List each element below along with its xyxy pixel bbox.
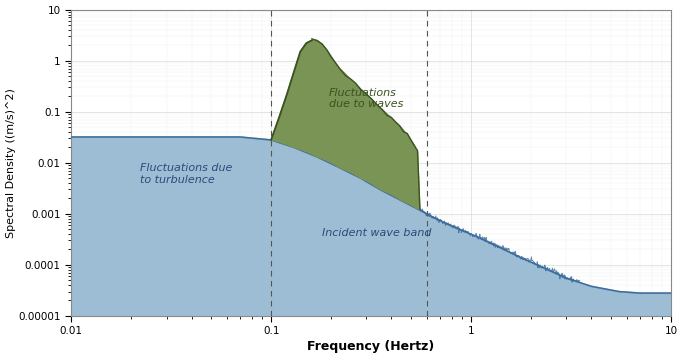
Text: Incident wave band: Incident wave band (322, 228, 432, 238)
X-axis label: Frequency (Hertz): Frequency (Hertz) (307, 340, 434, 354)
Polygon shape (271, 40, 420, 210)
Text: Fluctuations
due to waves: Fluctuations due to waves (329, 88, 404, 109)
Y-axis label: Spectral Density ((m/s)^2): Spectral Density ((m/s)^2) (5, 88, 16, 238)
Text: Fluctuations due
to turbulence: Fluctuations due to turbulence (140, 163, 232, 185)
Polygon shape (71, 137, 671, 316)
